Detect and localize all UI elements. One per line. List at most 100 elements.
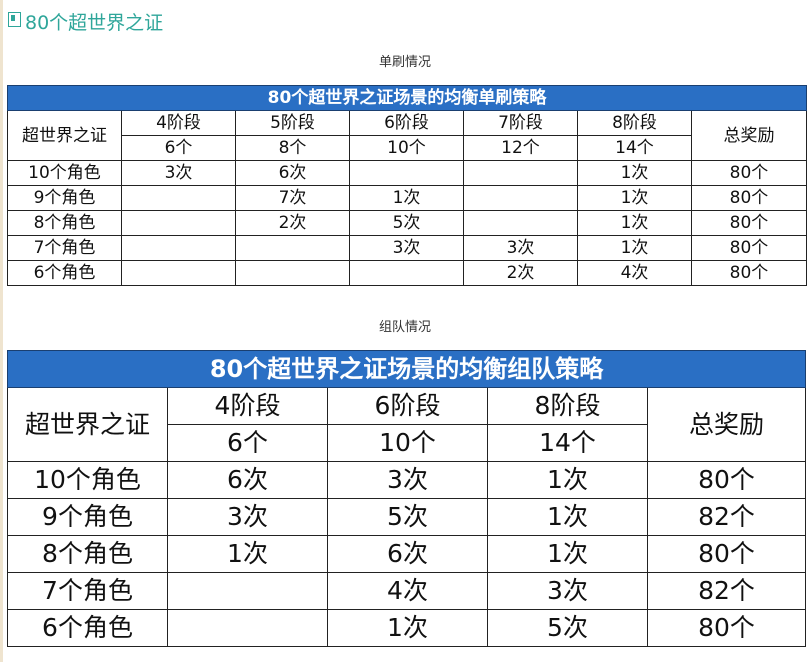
run-count-cell: 6次	[167, 461, 328, 499]
run-count-cell: 1次	[167, 535, 328, 573]
stage-label: 8阶段	[487, 387, 648, 425]
run-count-cell: 3次	[167, 498, 328, 536]
table-row: 7个角色 4次 3次 82个	[7, 572, 807, 610]
run-count-cell	[121, 185, 236, 211]
row-label: 6个角色	[7, 609, 168, 647]
table-row: 6个角色 1次 5次 80个	[7, 609, 807, 647]
stage-count: 14个	[487, 424, 648, 462]
run-count-cell	[463, 210, 578, 236]
table-title: 80个超世界之证场景的均衡单刷策略	[7, 85, 807, 111]
team-caption: 组队情况	[378, 320, 431, 335]
reward-header: 总奖励	[691, 110, 807, 161]
row-label: 8个角色	[7, 210, 122, 236]
stage-count: 8个	[235, 135, 350, 161]
run-count-cell: 7次	[235, 185, 350, 211]
total-reward-cell: 80个	[646, 609, 807, 647]
table-row: 9个角色 3次 5次 1次 82个	[7, 498, 807, 536]
row-label: 8个角色	[7, 535, 168, 573]
run-count-cell: 6次	[235, 160, 350, 186]
run-count-cell	[121, 260, 236, 286]
run-count-cell	[167, 609, 328, 647]
total-reward-cell: 82个	[646, 498, 807, 536]
run-count-cell: 1次	[349, 185, 464, 211]
row-label: 9个角色	[7, 498, 168, 536]
solo-table-body: 80个超世界之证场景的均衡单刷策略 超世界之证 4阶段 5阶段 6阶段 7阶段 8阶段 总奖励…	[7, 85, 807, 286]
run-count-cell: 3次	[349, 235, 464, 261]
stage-label: 6阶段	[327, 387, 488, 425]
stage-count: 14个	[577, 135, 692, 161]
run-count-cell: 1次	[577, 235, 692, 261]
stage-count: 10个	[327, 424, 488, 462]
run-count-cell	[463, 185, 578, 211]
row-label: 7个角色	[7, 235, 122, 261]
stage-label: 6阶段	[349, 110, 464, 136]
total-reward-cell: 80个	[691, 235, 807, 261]
stage-header-row: 超世界之证 4阶段 6阶段 8阶段 总奖励	[7, 387, 807, 462]
run-count-cell: 5次	[349, 210, 464, 236]
total-reward-cell: 80个	[691, 210, 807, 236]
page-left-border	[0, 0, 3, 662]
stage-count-row: 6个 8个 10个 12个 14个	[8, 135, 807, 161]
stage-count: 6个	[121, 135, 236, 161]
run-count-cell: 1次	[327, 609, 488, 647]
run-count-cell: 4次	[327, 572, 488, 610]
total-reward-cell: 80个	[646, 535, 807, 573]
stage-count: 10个	[349, 135, 464, 161]
document-icon	[8, 11, 21, 27]
total-reward-cell: 80个	[691, 185, 807, 211]
run-count-cell: 6次	[327, 535, 488, 573]
stage-count: 6个	[167, 424, 328, 462]
run-count-cell: 3次	[487, 572, 648, 610]
stage-header-row: 超世界之证 4阶段 5阶段 6阶段 7阶段 8阶段 总奖励	[7, 110, 807, 161]
table-row: 8个角色 2次 5次 1次 80个	[7, 210, 807, 236]
run-count-cell	[121, 235, 236, 261]
run-count-cell: 5次	[487, 609, 648, 647]
run-count-cell: 5次	[327, 498, 488, 536]
stage-label: 4阶段	[167, 387, 328, 425]
run-count-cell: 2次	[463, 260, 578, 286]
corner-header: 超世界之证	[7, 110, 122, 161]
total-reward-cell: 80个	[691, 260, 807, 286]
run-count-cell	[349, 160, 464, 186]
run-count-cell: 1次	[487, 498, 648, 536]
stage-label: 4阶段	[121, 110, 236, 136]
table-row: 8个角色 1次 6次 1次 80个	[7, 535, 807, 573]
row-label: 6个角色	[7, 260, 122, 286]
solo-strategy-table: 80个超世界之证场景的均衡单刷策略 超世界之证 4阶段 5阶段 6阶段 7阶段 8阶段 总奖励…	[7, 85, 807, 286]
run-count-cell: 2次	[235, 210, 350, 236]
table-row: 6个角色 2次 4次 80个	[7, 260, 807, 286]
team-strategy-table: 80个超世界之证场景的均衡组队策略 超世界之证 4阶段 6阶段 8阶段 总奖励 6个 10个 1…	[6, 350, 807, 647]
total-reward-cell: 82个	[646, 572, 807, 610]
table-row: 9个角色 7次 1次 1次 80个	[7, 185, 807, 211]
run-count-cell: 3次	[121, 160, 236, 186]
page-heading: 80个超世界之证	[8, 8, 163, 34]
run-count-cell	[235, 260, 350, 286]
page-title: 80个超世界之证	[25, 11, 164, 34]
run-count-cell: 1次	[487, 461, 648, 499]
row-label: 10个角色	[7, 461, 168, 499]
run-count-cell	[463, 160, 578, 186]
run-count-cell: 1次	[487, 535, 648, 573]
table-title: 80个超世界之证场景的均衡组队策略	[6, 350, 807, 388]
table-title-row: 80个超世界之证场景的均衡组队策略	[6, 350, 807, 388]
table-row: 7个角色 3次 3次 1次 80个	[7, 235, 807, 261]
row-label: 10个角色	[7, 160, 122, 186]
team-table-body: 80个超世界之证场景的均衡组队策略 超世界之证 4阶段 6阶段 8阶段 总奖励 6个 10个 1…	[6, 350, 807, 647]
stage-label: 7阶段	[463, 110, 578, 136]
table-row: 10个角色 3次 6次 1次 80个	[7, 160, 807, 186]
run-count-cell	[235, 235, 350, 261]
corner-header: 超世界之证	[7, 387, 168, 462]
table-title-row: 80个超世界之证场景的均衡单刷策略	[7, 85, 807, 111]
total-reward-cell: 80个	[691, 160, 807, 186]
run-count-cell: 3次	[327, 461, 488, 499]
stage-count: 12个	[463, 135, 578, 161]
solo-caption: 单刷情况	[378, 55, 431, 70]
run-count-cell: 1次	[577, 210, 692, 236]
run-count-cell	[349, 260, 464, 286]
table-row: 10个角色 6次 3次 1次 80个	[7, 461, 807, 499]
stage-label: 5阶段	[235, 110, 350, 136]
run-count-cell: 1次	[577, 185, 692, 211]
total-reward-cell: 80个	[646, 461, 807, 499]
stage-count-row: 6个 10个 14个	[8, 424, 806, 462]
stage-label: 8阶段	[577, 110, 692, 136]
